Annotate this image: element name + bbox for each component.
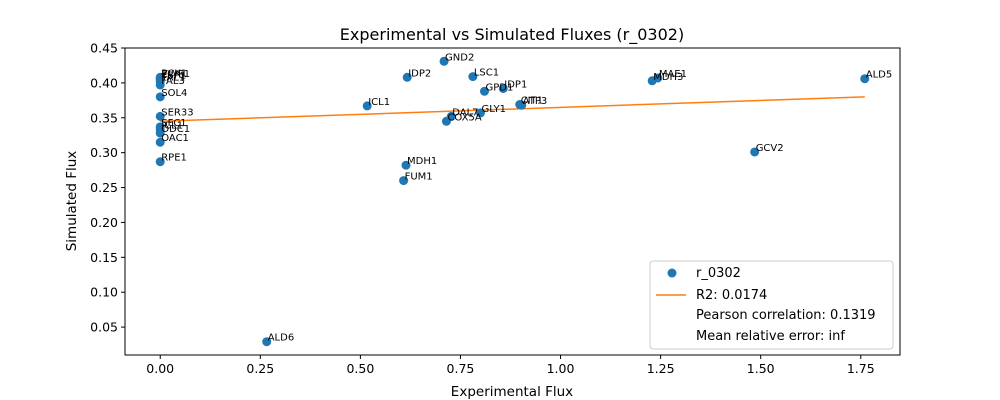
y-tick-label: 0.45	[90, 41, 118, 56]
legend-entry-pearson: Pearson correlation: 0.1319	[696, 308, 876, 323]
y-tick-label: 0.25	[90, 180, 118, 195]
x-axis-label: Experimental Flux	[451, 384, 573, 400]
x-axis-ticks: 0.00 0.25 0.50 0.75 1.00 1.25 1.50 1.75	[146, 355, 875, 376]
y-tick-label: 0.05	[90, 320, 118, 335]
point-label: DAL7	[452, 107, 478, 118]
data-point	[399, 176, 409, 186]
chart-title: Experimental vs Simulated Fluxes (r_0302…	[340, 25, 684, 45]
fit-line-layer	[160, 96, 865, 123]
data-point	[401, 160, 411, 170]
x-tick-label: 0.25	[246, 361, 274, 376]
point-label: SER33	[161, 107, 193, 118]
point-label: ZWF1	[161, 69, 190, 80]
x-tick-label: 0.75	[447, 361, 475, 376]
point-label: ALD6	[268, 333, 294, 344]
y-axis-ticks: 0.05 0.10 0.15 0.20 0.25 0.30 0.35 0.40 0.45	[90, 41, 125, 335]
point-label: FBP1	[161, 70, 186, 81]
data-point	[155, 128, 165, 138]
legend-marker-icon	[667, 268, 677, 278]
point-label: OAC1	[161, 133, 189, 144]
legend-box	[649, 260, 894, 350]
point-label: ICL1	[161, 121, 183, 132]
data-point	[475, 108, 485, 118]
x-tick-label: 1.50	[747, 361, 775, 376]
point-label: MAE1	[659, 69, 687, 80]
y-tick-label: 0.20	[90, 215, 118, 230]
data-point	[517, 100, 527, 110]
x-tick-label: 1.00	[547, 361, 575, 376]
x-tick-label: 1.25	[647, 361, 675, 376]
point-label: MDH1	[407, 156, 437, 167]
legend: r_0302 R2: 0.0174 Pearson correlation: 0…	[649, 260, 894, 350]
data-point	[860, 74, 870, 84]
data-point	[262, 337, 272, 347]
point-label: GND2	[445, 52, 474, 63]
point-label: GLY1	[481, 104, 505, 115]
point-label: COX5A	[447, 112, 481, 123]
point-label: GPD1	[485, 82, 513, 93]
point-label: GCV2	[756, 143, 784, 154]
point-label: TAL1	[160, 72, 185, 83]
y-tick-label: 0.15	[90, 250, 118, 265]
data-point	[362, 101, 372, 111]
legend-entry-series: r_0302	[696, 266, 741, 281]
point-label: SFC1	[161, 118, 186, 129]
legend-entry-mre: Mean relative error: inf	[696, 329, 845, 344]
point-label: IDP2	[408, 68, 431, 79]
data-point	[498, 83, 508, 93]
data-point	[750, 147, 760, 157]
y-axis-label: Simulated Flux	[64, 151, 80, 252]
plot-frame	[124, 47, 901, 356]
point-labels-layer: PCK1ZWF1FBP1TAL1FAL3SOL4SER33SFC1ICL1ODC…	[160, 52, 892, 343]
point-label: PCK1	[161, 68, 187, 79]
point-label: SOL4	[161, 88, 187, 99]
point-label: FAL3	[161, 76, 185, 87]
point-label: RPE1	[161, 153, 187, 164]
point-label: FUM1	[405, 172, 433, 183]
regression-line	[160, 96, 865, 123]
y-tick-label: 0.10	[90, 285, 118, 300]
point-label: MDH3	[653, 72, 683, 83]
x-tick-label: 0.50	[346, 361, 374, 376]
data-points-layer	[155, 56, 870, 347]
data-point	[653, 73, 663, 83]
point-label: ODC1	[161, 124, 190, 135]
data-point	[155, 80, 165, 90]
x-tick-label: 0.00	[146, 361, 174, 376]
data-point	[155, 92, 165, 102]
point-label: CIT1	[521, 96, 543, 107]
data-point	[446, 111, 456, 121]
y-tick-label: 0.35	[90, 110, 118, 125]
y-tick-label: 0.40	[90, 75, 118, 90]
point-label: ALD5	[866, 70, 892, 81]
data-point	[402, 72, 412, 82]
point-label: IDP1	[504, 79, 527, 90]
data-point	[468, 72, 478, 82]
point-label: LSC1	[474, 68, 499, 79]
data-point	[155, 137, 165, 147]
legend-entry-fit: R2: 0.0174	[696, 288, 767, 303]
point-label: ATP3	[523, 96, 548, 107]
x-tick-label: 1.75	[847, 361, 875, 376]
data-point	[439, 56, 449, 66]
data-point	[155, 157, 165, 167]
point-label: ICL1	[368, 97, 390, 108]
data-point	[155, 111, 165, 121]
data-point	[479, 86, 489, 96]
y-tick-label: 0.30	[90, 145, 118, 160]
